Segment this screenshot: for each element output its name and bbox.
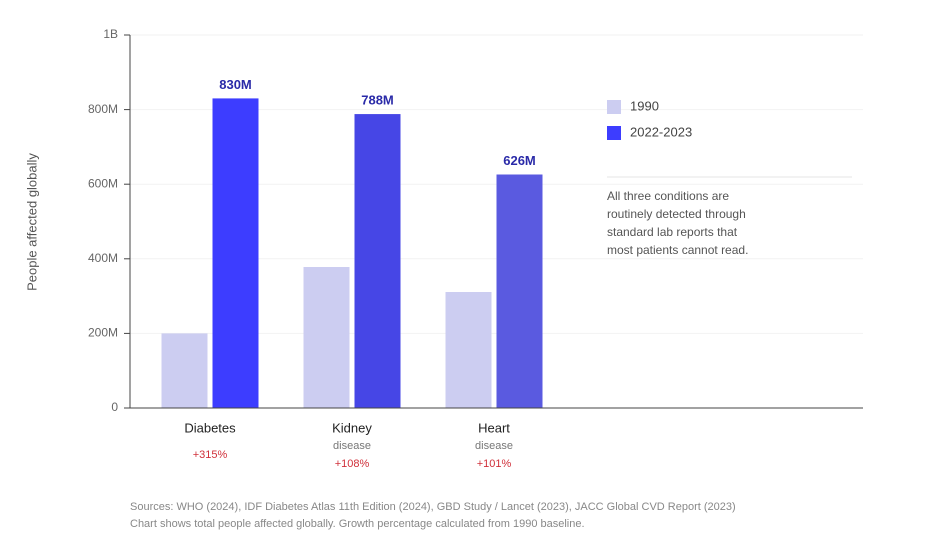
growth-label: +108% [335, 458, 370, 470]
x-tick-sublabel: disease [475, 440, 513, 452]
legend-swatch [607, 100, 621, 114]
legend-label: 1990 [630, 98, 659, 113]
value-label: 830M [219, 77, 252, 92]
x-tick-label: Kidney [332, 420, 372, 435]
bar [212, 98, 259, 408]
y-tick-label: 600M [88, 176, 118, 190]
y-tick-label: 800M [88, 102, 118, 116]
growth-label: +315% [193, 449, 228, 461]
bar [354, 114, 401, 409]
annotation: routinely detected through [607, 207, 746, 221]
annotation: standard lab reports that [607, 225, 738, 239]
y-tick-label: 0 [111, 400, 118, 414]
growth-label: +101% [477, 458, 512, 470]
x-tick-sublabel: disease [333, 440, 371, 452]
footnote: Sources: WHO (2024), IDF Diabetes Atlas … [130, 501, 736, 513]
legend-label: 2022-2023 [630, 124, 692, 139]
bar [445, 291, 492, 408]
y-tick-label: 200M [88, 326, 118, 340]
annotation: most patients cannot read. [607, 243, 748, 257]
value-label: 626M [503, 153, 536, 168]
x-tick-label: Diabetes [184, 420, 236, 435]
y-tick-label: 1B [103, 27, 118, 41]
x-tick-label: Heart [478, 420, 510, 435]
bar [161, 333, 208, 408]
bar [303, 267, 350, 408]
footnote: Chart shows total people affected global… [130, 518, 585, 530]
annotation: All three conditions are [607, 189, 729, 203]
bar [496, 174, 543, 408]
legend-swatch [607, 126, 621, 140]
y-tick-label: 400M [88, 251, 118, 265]
value-label: 788M [361, 93, 394, 108]
y-axis-label: People affected globally [24, 153, 39, 291]
